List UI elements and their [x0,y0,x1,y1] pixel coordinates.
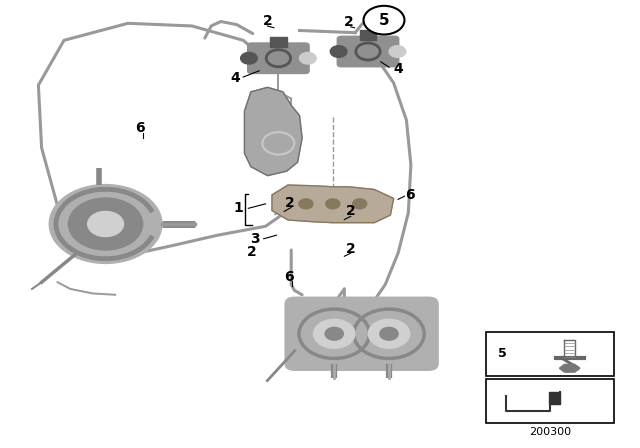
FancyBboxPatch shape [248,43,309,73]
Circle shape [88,211,124,237]
Bar [486,379,614,423]
Text: 2: 2 [344,14,354,29]
FancyBboxPatch shape [285,297,438,370]
Bar [360,30,376,40]
Polygon shape [272,185,394,223]
Text: 2: 2 [262,13,273,28]
Text: 6: 6 [284,270,294,284]
Circle shape [300,52,316,64]
Circle shape [368,319,410,348]
Circle shape [68,198,143,250]
Text: 200300: 200300 [529,427,572,437]
Circle shape [299,199,313,209]
Text: 4: 4 [393,61,403,76]
Bar [270,37,287,47]
Text: 2: 2 [346,204,356,219]
Circle shape [364,6,404,34]
Text: 2: 2 [246,245,257,259]
Text: 3: 3 [250,232,260,246]
Text: 1: 1 [233,201,243,215]
Wedge shape [49,185,162,263]
Circle shape [326,199,340,209]
Polygon shape [244,87,302,176]
Circle shape [325,327,344,340]
Text: 6: 6 [134,121,145,135]
Text: 6: 6 [404,188,415,202]
Polygon shape [559,364,580,372]
Circle shape [380,327,398,340]
Circle shape [241,52,257,64]
Polygon shape [549,392,560,404]
Bar [486,332,614,376]
Text: 5: 5 [379,13,389,28]
Circle shape [314,319,355,348]
Circle shape [330,46,347,57]
Text: 4: 4 [230,71,240,86]
Text: 5: 5 [498,347,507,361]
Circle shape [389,46,406,57]
Circle shape [353,199,367,209]
Text: 2: 2 [346,241,356,256]
FancyBboxPatch shape [337,36,399,67]
Text: 2: 2 [284,196,294,210]
